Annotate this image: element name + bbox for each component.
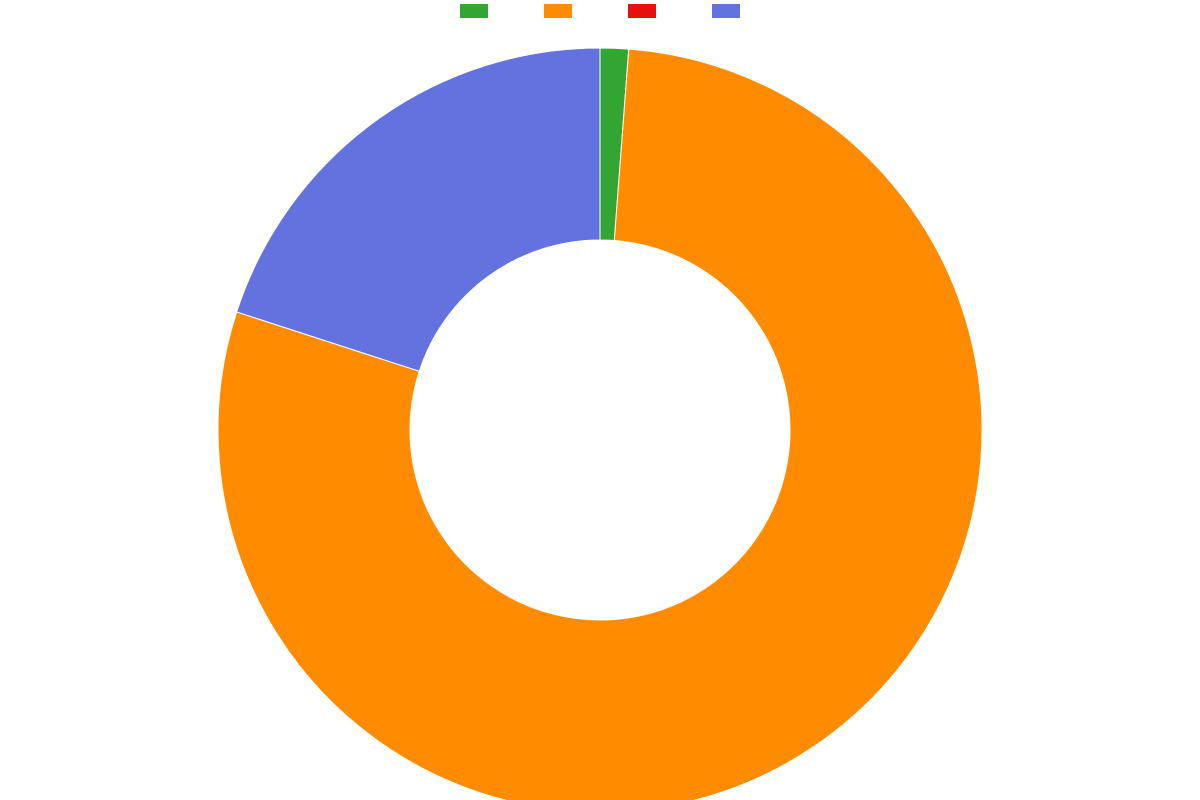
legend-swatch: [460, 4, 488, 18]
donut-slice: [237, 48, 600, 371]
legend-item: [544, 4, 572, 18]
chart-legend: [0, 4, 1200, 18]
donut-chart-container: [0, 20, 1200, 800]
legend-item: [628, 4, 656, 18]
legend-item: [712, 4, 740, 18]
chart-page: [0, 0, 1200, 800]
legend-swatch: [544, 4, 572, 18]
legend-item: [460, 4, 488, 18]
legend-swatch: [628, 4, 656, 18]
legend-swatch: [712, 4, 740, 18]
donut-chart: [0, 20, 1200, 800]
